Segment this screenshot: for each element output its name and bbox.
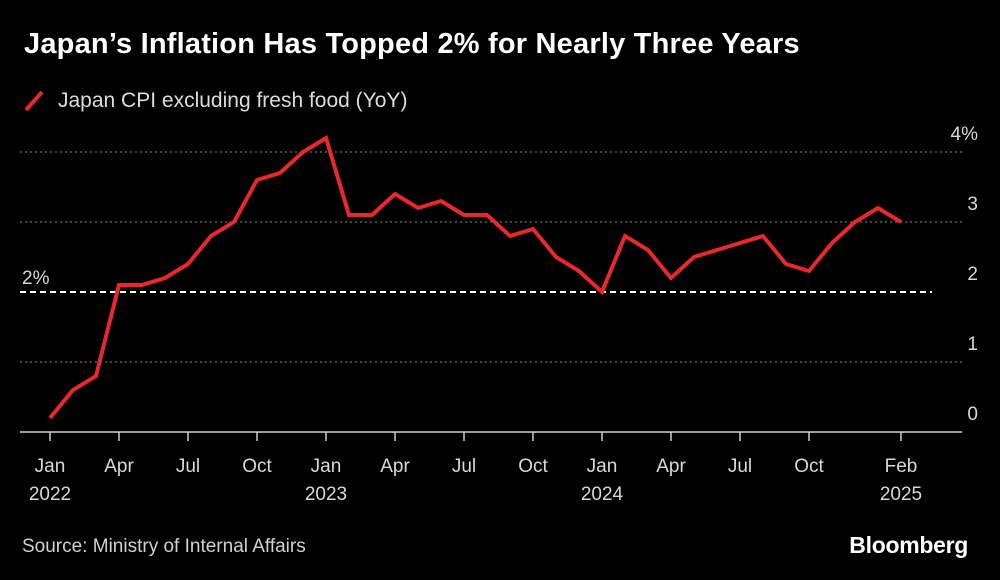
x-tick-label-24: Jan [587, 456, 618, 477]
x-tick-year-12: 2023 [305, 484, 347, 505]
y-tick-label-0: 0 [967, 404, 978, 425]
x-tick-label-3: Apr [104, 456, 134, 477]
x-tick-year-24: 2024 [581, 484, 624, 505]
x-tick-label-30: Jul [728, 456, 752, 477]
x-tick-label-0: Jan [35, 456, 66, 477]
x-axis-labels: Jan 2022 Apr Jul Oct Jan 2023 Apr Jul Oct Jan 2024 A… [29, 456, 922, 505]
x-tick-year-0: 2022 [29, 484, 71, 505]
y-tick-label-2: 2 [967, 264, 978, 285]
x-axis [20, 431, 962, 441]
series-line [48, 134, 903, 420]
x-tick-label-18: Jul [452, 456, 476, 477]
reference-line-label: 2% [22, 268, 50, 289]
legend: Japan CPI excluding fresh food (YoY) [22, 86, 407, 116]
bloomberg-logo: Bloomberg [849, 532, 968, 558]
x-tick-label-37: Feb [885, 456, 918, 477]
legend-line-icon [24, 90, 44, 112]
x-tick-label-12: Jan [311, 456, 342, 477]
source-note: Source: Ministry of Internal Affairs [22, 536, 306, 557]
x-tick-label-6: Jul [176, 456, 200, 477]
x-tick-label-9: Oct [242, 456, 272, 477]
y-tick-label-3: 3 [967, 194, 978, 215]
series-group [48, 134, 903, 420]
chart-title: Japan’s Inflation Has Topped 2% for Near… [24, 28, 800, 60]
x-tick-label-33: Oct [794, 456, 824, 477]
x-tick-label-27: Apr [656, 456, 686, 477]
reference-line-group: 2% [20, 268, 932, 293]
x-tick-label-15: Apr [380, 456, 410, 477]
y-tick-label-1: 1 [967, 334, 978, 355]
gridlines [20, 151, 962, 363]
legend-label: Japan CPI excluding fresh food (YoY) [58, 89, 408, 112]
y-tick-label-4: 4% [951, 124, 979, 145]
x-tick-year-37: 2025 [880, 484, 922, 505]
y-axis-labels: 0 1 2 3 4% [951, 124, 979, 425]
x-tick-label-21: Oct [518, 456, 548, 477]
